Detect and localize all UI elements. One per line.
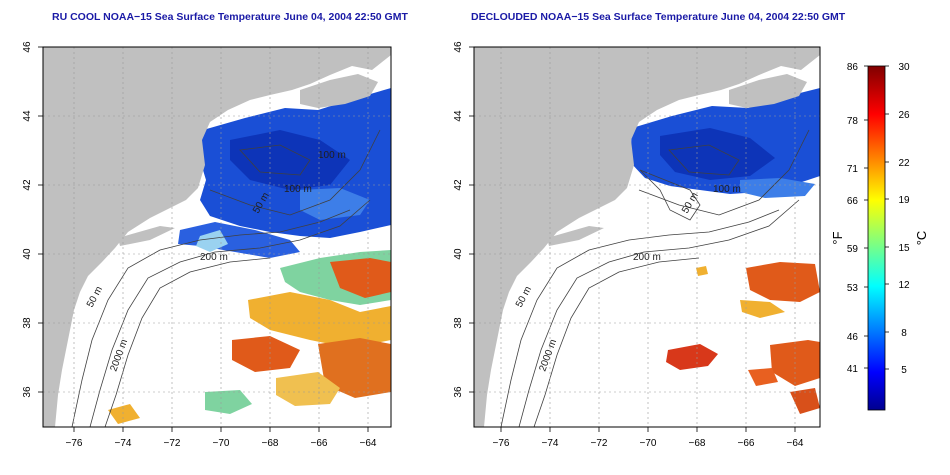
right-bathymetry-contours [500,129,810,427]
right-long-island [547,226,604,246]
celsius-tick-label: 30 [898,62,910,73]
right-contour-label: 100 m [713,184,741,195]
right-axis-ticks [469,46,796,432]
left-y-tick-label: 46 [22,41,33,53]
celsius-tick-label: 22 [898,158,910,169]
left-nova-scotia [300,74,378,108]
right-x-tick-label: −74 [542,438,559,449]
left-y-tick-label: 38 [22,317,33,329]
celsius-tick-label: 15 [898,243,910,254]
left-bathymetry-contours [71,129,381,427]
fahrenheit-tick-label: 41 [847,364,859,375]
left-map-panel: 200 m 50 m 2000 m 100 m 50 m 100 m [43,47,391,427]
left-contour-label: 200 m [200,252,228,263]
right-x-tick-label: −72 [591,438,608,449]
celsius-tick-label: 12 [898,280,910,291]
left-x-tick-label: −64 [360,438,377,449]
fahrenheit-tick-label: 86 [847,62,859,73]
right-map-frame [473,46,821,428]
left-long-island [118,226,175,246]
fahrenheit-tick-label: 71 [847,164,859,175]
colorbar-ticks [864,65,889,370]
celsius-axis-label: °C [914,231,929,246]
fahrenheit-tick-label: 59 [847,244,859,255]
right-x-tick-label: −66 [738,438,755,449]
left-y-tick-label: 36 [22,386,33,398]
left-land-mass [43,47,391,427]
left-axis-ticks [38,46,369,432]
fahrenheit-tick-label: 78 [847,116,859,127]
fahrenheit-tick-label: 46 [847,332,859,343]
left-panel-title: RU COOL NOAA−15 Sea Surface Temperature … [52,11,408,23]
right-y-tick-label: 42 [453,179,464,191]
right-grid [474,47,820,427]
fahrenheit-tick-label: 66 [847,196,859,207]
left-warm-water [108,230,391,424]
right-land-mass [474,47,820,427]
right-y-tick-label: 40 [453,248,464,260]
right-y-tick-label: 38 [453,317,464,329]
left-y-tick-label: 42 [22,179,33,191]
fahrenheit-tick-label: 53 [847,283,859,294]
right-x-tick-label: −68 [689,438,706,449]
left-y-tick-label: 44 [22,110,33,122]
left-x-tick-label: −68 [262,438,279,449]
left-contour-label: 100 m [284,184,312,195]
left-contour-label: 100 m [318,150,346,161]
left-x-tick-label: −66 [311,438,328,449]
right-nova-scotia [729,74,807,108]
right-map-panel: 200 m 50 m 2000 m 100 m 50 m [474,47,820,427]
left-cold-water [178,88,391,258]
right-x-tick-label: −70 [640,438,657,449]
right-x-tick-label: −76 [493,438,510,449]
left-grid [43,47,391,427]
celsius-tick-label: 8 [901,328,907,339]
fahrenheit-axis-label: °F [830,231,845,244]
left-x-tick-label: −70 [213,438,230,449]
right-x-tick-label: −64 [787,438,804,449]
right-contour-label: 200 m [633,252,661,263]
celsius-tick-label: 26 [898,110,910,121]
right-y-tick-label: 44 [453,110,464,122]
right-panel-title: DECLOUDED NOAA−15 Sea Surface Temperatur… [471,11,846,23]
right-y-tick-label: 46 [453,41,464,53]
colorbar-gradient [867,65,886,411]
left-x-tick-label: −76 [66,438,83,449]
celsius-tick-label: 19 [898,195,910,206]
right-y-tick-label: 36 [453,386,464,398]
celsius-tick-label: 5 [901,365,907,376]
left-x-tick-label: −72 [164,438,181,449]
left-x-tick-label: −74 [115,438,132,449]
left-y-tick-label: 40 [22,248,33,260]
temperature-colorbar: 86 78 71 66 59 53 46 41 30 26 22 19 15 1… [830,62,929,411]
left-map-frame [42,46,392,428]
